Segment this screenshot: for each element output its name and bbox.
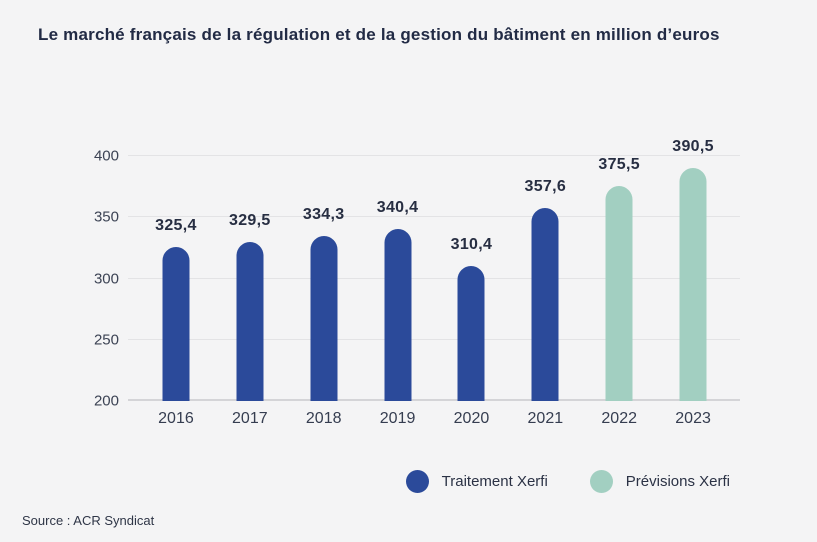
plot-area: 200 250 300 350 400 325,4 329,5 334,3 340,4 310,4…	[94, 138, 740, 410]
legend-item-label: Traitement Xerfi	[441, 472, 548, 490]
gridline-350	[128, 216, 740, 218]
value-label-2023: 390,5	[672, 137, 714, 155]
bar-2016	[162, 247, 190, 401]
value-label-2019: 340,4	[376, 199, 419, 217]
legend-item-label: Prévisions Xerfi	[625, 472, 730, 490]
x-tick-label-2022: 2022	[601, 410, 637, 427]
legend-item-0: Traitement Xerfi	[405, 469, 548, 493]
y-tick-label-400: 400	[93, 147, 119, 165]
value-label-2017: 329,5	[229, 212, 271, 230]
y-tick-label-350: 350	[93, 208, 119, 226]
x-tick-label-2020: 2020	[453, 410, 490, 427]
gridline-400	[128, 155, 740, 156]
x-tick-label-2018: 2018	[305, 410, 342, 427]
bar-2023	[679, 167, 707, 401]
y-tick-label-300: 300	[93, 270, 119, 287]
x-tick-label-2023: 2023	[675, 410, 711, 427]
bar-2021	[531, 207, 559, 401]
value-label-2022: 375,5	[598, 156, 640, 174]
gridline-300	[128, 277, 740, 279]
bar-2022	[605, 186, 633, 401]
value-label-2016: 325,4	[155, 217, 197, 235]
x-tick-label-2016: 2016	[158, 410, 194, 427]
bar-column-2017: 329,5	[213, 156, 287, 401]
gridline-200	[128, 399, 740, 401]
chart-title: Le marché français de la régulation et d…	[38, 25, 720, 44]
bar-column-2020: 310,4	[435, 156, 509, 401]
bar-column-2023: 390,5	[656, 138, 730, 401]
value-label-2021: 357,6	[524, 177, 567, 195]
bar-column-2016: 325,4	[139, 156, 213, 401]
gridline-250	[128, 338, 740, 340]
legend-dot-icon	[405, 469, 429, 493]
x-tick-label-2019: 2019	[379, 410, 416, 427]
legend-dot-icon	[589, 469, 613, 493]
bar-2017	[236, 242, 264, 401]
y-tick-label-200: 200	[93, 392, 119, 410]
bar-columns: 325,4 329,5 334,3 340,4 310,4 357,6 375,5 390,5	[139, 138, 730, 401]
bar-column-2022: 375,5	[582, 156, 656, 401]
value-label-2018: 334,3	[302, 206, 345, 224]
bar-column-2019: 340,4	[361, 156, 435, 401]
bar-column-2021: 357,6	[508, 156, 582, 401]
bar-2018	[310, 236, 338, 401]
x-tick-label-2021: 2021	[527, 410, 564, 427]
legend-item-1: Prévisions Xerfi	[589, 469, 730, 493]
x-axis: 2016 2017 2018 2019 2020 2021 2022 2023	[139, 410, 730, 428]
bar-2020	[457, 265, 485, 401]
x-tick-label-2017: 2017	[232, 410, 268, 427]
bar-2019	[384, 229, 412, 401]
value-label-2020: 310,4	[450, 235, 493, 253]
source-note: Source : ACR Syndicat	[22, 513, 155, 528]
y-tick-label-250: 250	[93, 331, 119, 349]
bar-column-2018: 334,3	[287, 156, 361, 401]
legend: Traitement Xerfi Prévisions Xerfi	[0, 469, 730, 493]
